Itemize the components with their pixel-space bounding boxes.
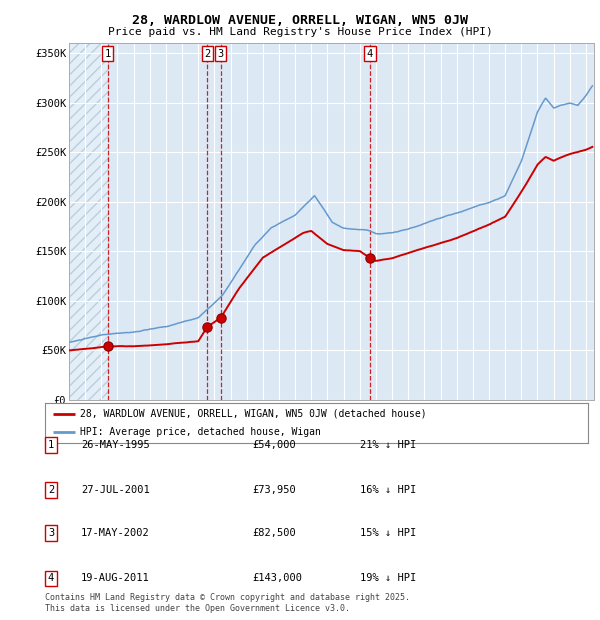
Text: £54,000: £54,000: [252, 440, 296, 450]
Text: 19-AUG-2011: 19-AUG-2011: [81, 574, 150, 583]
Text: 4: 4: [48, 574, 54, 583]
Text: 17-MAY-2002: 17-MAY-2002: [81, 528, 150, 538]
Text: 27-JUL-2001: 27-JUL-2001: [81, 485, 150, 495]
Point: [203, 322, 212, 332]
Text: £73,950: £73,950: [252, 485, 296, 495]
Text: 19% ↓ HPI: 19% ↓ HPI: [360, 574, 416, 583]
Text: 16% ↓ HPI: 16% ↓ HPI: [360, 485, 416, 495]
Text: 1: 1: [104, 49, 111, 59]
Text: 1: 1: [48, 440, 54, 450]
Text: 21% ↓ HPI: 21% ↓ HPI: [360, 440, 416, 450]
Text: 28, WARDLOW AVENUE, ORRELL, WIGAN, WN5 0JW (detached house): 28, WARDLOW AVENUE, ORRELL, WIGAN, WN5 0…: [80, 409, 427, 419]
Text: 2: 2: [205, 49, 211, 59]
Text: HPI: Average price, detached house, Wigan: HPI: Average price, detached house, Wiga…: [80, 427, 321, 438]
Bar: [69, 43, 108, 400]
Text: 3: 3: [217, 49, 224, 59]
Text: 4: 4: [367, 49, 373, 59]
Text: 2: 2: [48, 485, 54, 495]
Text: 26-MAY-1995: 26-MAY-1995: [81, 440, 150, 450]
Point: [365, 254, 375, 264]
Text: Contains HM Land Registry data © Crown copyright and database right 2025.
This d: Contains HM Land Registry data © Crown c…: [45, 593, 410, 613]
Text: 3: 3: [48, 528, 54, 538]
Text: 15% ↓ HPI: 15% ↓ HPI: [360, 528, 416, 538]
Text: £82,500: £82,500: [252, 528, 296, 538]
Text: Price paid vs. HM Land Registry's House Price Index (HPI): Price paid vs. HM Land Registry's House …: [107, 27, 493, 37]
Bar: [69, 43, 108, 400]
Text: £143,000: £143,000: [252, 574, 302, 583]
Point: [216, 313, 226, 323]
Text: 28, WARDLOW AVENUE, ORRELL, WIGAN, WN5 0JW: 28, WARDLOW AVENUE, ORRELL, WIGAN, WN5 0…: [132, 14, 468, 27]
Point: [103, 342, 113, 352]
